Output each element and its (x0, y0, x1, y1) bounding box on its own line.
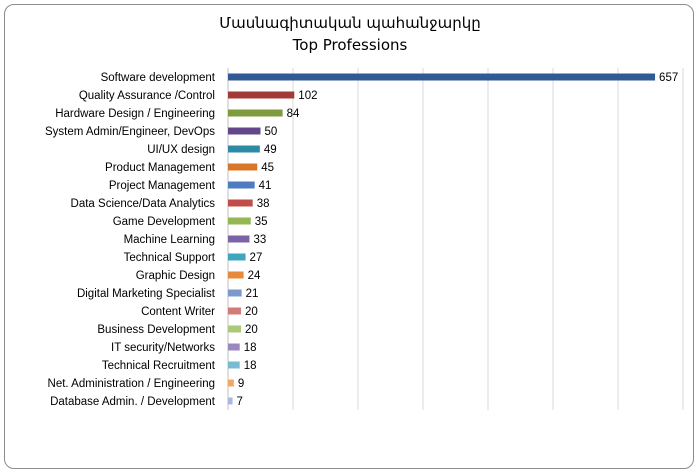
data-label: 18 (244, 342, 257, 354)
bar (228, 235, 250, 243)
category-label: Software development (101, 72, 216, 84)
category-label: Hardware Design / Engineering (55, 108, 215, 120)
category-label: Data Science/Data Analytics (71, 198, 216, 210)
data-label: 33 (253, 234, 266, 246)
category-label: Machine Learning (124, 234, 215, 246)
gridlines (227, 68, 684, 410)
data-label: 20 (245, 306, 258, 318)
data-label: 20 (245, 324, 258, 336)
bar (228, 91, 295, 99)
data-label: 35 (255, 216, 268, 228)
data-label: 41 (259, 180, 272, 192)
bar (228, 109, 283, 117)
bar (228, 271, 244, 279)
data-label: 45 (261, 162, 274, 174)
data-label: 21 (246, 288, 259, 300)
bars (228, 73, 656, 405)
category-label: UI/UX design (147, 144, 215, 156)
data-label: 84 (287, 108, 300, 120)
data-label: 38 (257, 198, 270, 210)
data-label: 27 (250, 252, 263, 264)
chart-subtitle: Top Professions (292, 36, 408, 54)
data-label: 24 (248, 270, 261, 282)
data-label: 657 (659, 72, 678, 84)
category-label: Business Development (97, 324, 215, 336)
data-label: 18 (244, 360, 257, 372)
data-label: 7 (237, 396, 243, 408)
category-label: Digital Marketing Specialist (77, 288, 216, 300)
bar (228, 361, 240, 369)
bar (228, 397, 233, 405)
bar (228, 343, 240, 351)
category-label: System Admin/Engineer, DevOps (45, 126, 215, 138)
chart-frame (4, 4, 694, 469)
data-label: 49 (264, 144, 277, 156)
category-label: Product Management (105, 162, 216, 174)
bar (228, 325, 241, 333)
category-label: IT security/Networks (111, 342, 215, 354)
bar (228, 253, 246, 261)
bar (228, 181, 255, 189)
bar (228, 307, 241, 315)
category-label: Content Writer (141, 306, 215, 318)
bar (228, 217, 251, 225)
category-label: Graphic Design (136, 270, 215, 282)
bar (228, 163, 258, 171)
data-label: 50 (265, 126, 278, 138)
category-label: Database Admin. / Development (50, 396, 216, 408)
bar (228, 127, 261, 135)
category-label: Game Development (113, 216, 216, 228)
bar (228, 199, 253, 207)
category-label: Net. Administration / Engineering (48, 378, 215, 390)
bar (228, 145, 260, 153)
data-label: 9 (238, 378, 244, 390)
category-label: Technical Recruitment (102, 360, 216, 372)
category-label: Quality Assurance /Control (79, 90, 215, 102)
bar (228, 289, 242, 297)
bar (228, 73, 656, 81)
data-label: 102 (298, 90, 317, 102)
category-label: Technical Support (124, 252, 216, 264)
bar (228, 379, 234, 387)
chart-title: Մասնագիտական պահանջարկը (219, 14, 481, 32)
category-labels: Software development Quality Assurance /C… (45, 72, 216, 408)
category-label: Project Management (109, 180, 216, 192)
